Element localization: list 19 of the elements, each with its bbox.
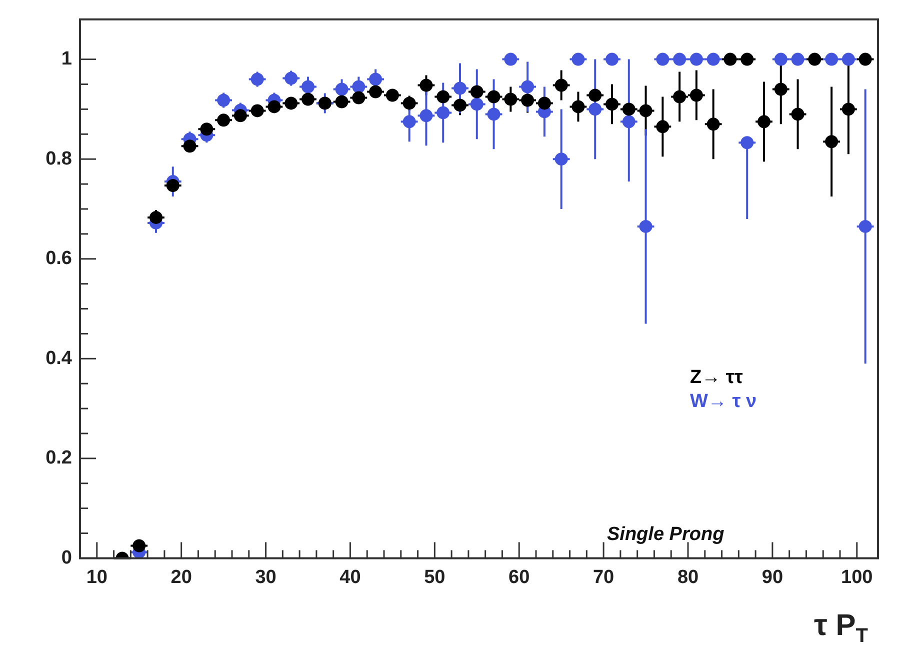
y-tick-label: 0.2 bbox=[46, 448, 72, 469]
x-tick-label: 100 bbox=[841, 566, 873, 588]
y-tick-label: 1 bbox=[61, 48, 72, 70]
text: W→ τ ν bbox=[690, 391, 757, 412]
x-tick-label: 10 bbox=[86, 566, 108, 588]
x-tick-label: 70 bbox=[592, 566, 614, 588]
x-tick-label: 30 bbox=[255, 566, 276, 588]
x-tick-label: 20 bbox=[170, 566, 192, 588]
y-tick-label: 0.4 bbox=[46, 348, 72, 369]
x-tick-label: 60 bbox=[508, 566, 530, 588]
y-tick-label: 0 bbox=[61, 547, 72, 568]
annotation: Single Prong bbox=[607, 524, 725, 545]
x-tick-label: 80 bbox=[677, 566, 699, 588]
x-tick-label: 90 bbox=[762, 566, 784, 588]
x-tick-label: 50 bbox=[424, 566, 446, 588]
y-tick-label: 0.6 bbox=[46, 248, 72, 270]
y-tick-label: 0.8 bbox=[46, 148, 72, 170]
x-tick-label: 40 bbox=[340, 566, 361, 588]
text: Z→ ττ bbox=[690, 367, 744, 388]
